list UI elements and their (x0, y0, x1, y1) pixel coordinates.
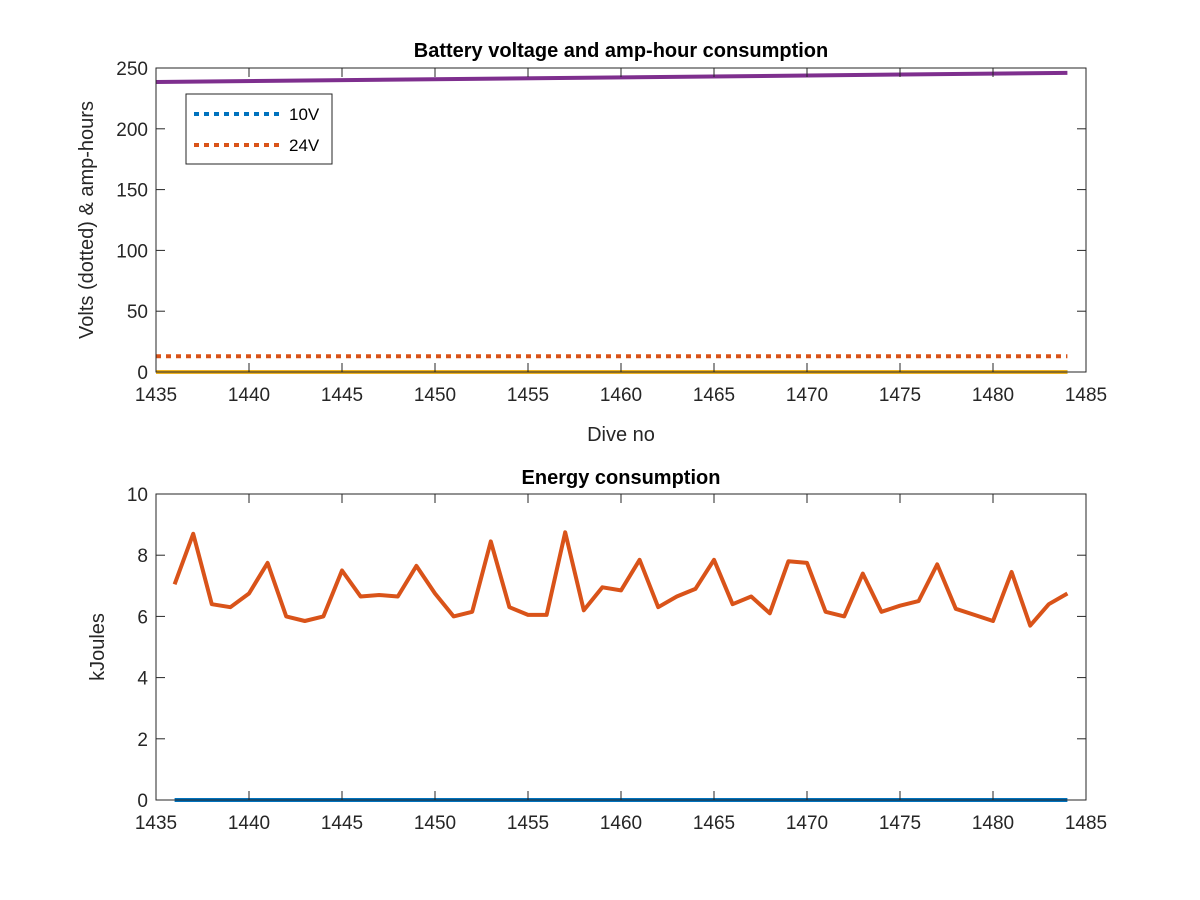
x-tick-label: 1435 (135, 813, 177, 834)
chart-title: Battery voltage and amp-hour consumption (414, 40, 828, 62)
y-tick-label: 100 (116, 241, 148, 262)
y-tick-label: 10 (127, 485, 148, 506)
x-tick-label: 1440 (228, 385, 270, 406)
x-tick-label: 1445 (321, 813, 363, 834)
x-tick-label: 1465 (693, 813, 735, 834)
x-tick-label: 1470 (786, 385, 828, 406)
x-tick-label: 1485 (1065, 813, 1107, 834)
x-tick-label: 1475 (879, 813, 921, 834)
x-tick-label: 1455 (507, 385, 549, 406)
tick-layer: 1435 1440 1445 1450 1455 1460 1465 1470 1475 1480… (116, 59, 1107, 406)
x-tick-label: 1480 (972, 813, 1014, 834)
y-tick-label: 8 (137, 546, 148, 567)
tick-layer: 1435 1440 1445 1450 1455 1460 1465 1470 1475 1480… (127, 485, 1107, 834)
series-line-series-1 (172, 530, 1069, 628)
x-tick-label: 1465 (693, 385, 735, 406)
y-tick-label: 200 (116, 120, 148, 141)
y-tick-label: 0 (137, 363, 148, 384)
x-tick-label: 1450 (414, 813, 456, 834)
y-tick-label: 150 (116, 181, 148, 202)
x-tick-label: 1470 (786, 813, 828, 834)
x-tick-label: 1440 (228, 813, 270, 834)
legend: 10V 24V (185, 93, 333, 165)
y-tick-label: 2 (137, 730, 148, 751)
legend-label-24v: 24V (289, 136, 320, 155)
x-tick-label: 1485 (1065, 385, 1107, 406)
x-tick-label: 1455 (507, 813, 549, 834)
x-tick-label: 1480 (972, 385, 1014, 406)
y-axis-label: kJoules (87, 613, 109, 681)
chart-title: Energy consumption (522, 467, 721, 489)
energy-consumption-plot: 1435 1440 1445 1450 1455 1460 1465 1470 1475 1480… (87, 467, 1107, 834)
x-tick-label: 1460 (600, 813, 642, 834)
y-axis-label: Volts (dotted) & amp-hours (76, 101, 98, 339)
y-tick-label: 50 (127, 302, 148, 323)
x-tick-label: 1445 (321, 385, 363, 406)
voltage-amphour-plot: 1435 1440 1445 1450 1455 1460 1465 1470 1475 1480… (76, 40, 1107, 446)
y-tick-label: 4 (137, 669, 148, 690)
x-axis-label: Dive no (587, 424, 655, 446)
series-line-series-3 (155, 70, 1068, 84)
y-tick-label: 250 (116, 59, 148, 80)
legend-box (185, 93, 333, 165)
x-tick-label: 1450 (414, 385, 456, 406)
y-tick-label: 6 (137, 607, 148, 628)
plot-area (156, 494, 1086, 800)
x-tick-label: 1435 (135, 385, 177, 406)
x-tick-label: 1475 (879, 385, 921, 406)
legend-label-10v: 10V (289, 105, 320, 124)
y-tick-label: 0 (137, 791, 148, 812)
x-tick-label: 1460 (600, 385, 642, 406)
